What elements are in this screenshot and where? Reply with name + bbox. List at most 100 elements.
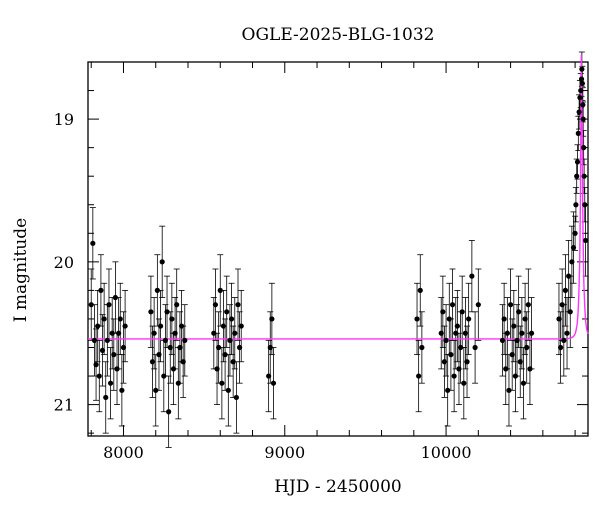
plot-frame <box>87 61 589 437</box>
data-point <box>211 330 217 336</box>
data-point <box>448 352 454 358</box>
data-point <box>177 344 183 351</box>
data-point <box>237 344 243 351</box>
data-point <box>172 330 178 336</box>
data-point <box>119 387 125 393</box>
x-tick-label: 8000 <box>103 443 144 462</box>
y-tick-label: 21 <box>54 396 74 415</box>
data-point <box>504 330 510 336</box>
data-point <box>577 95 583 101</box>
data-point <box>235 302 241 308</box>
data-point <box>101 316 107 322</box>
data-point <box>576 109 582 115</box>
data-point <box>180 359 186 365</box>
data-point <box>472 344 478 351</box>
data-point <box>514 337 520 343</box>
data-point <box>581 173 587 179</box>
data-point <box>161 373 167 379</box>
data-point <box>562 287 569 293</box>
data-point <box>106 302 112 308</box>
data-point <box>457 344 464 351</box>
data-point <box>501 316 507 322</box>
data-point <box>88 302 94 308</box>
data-point <box>162 337 169 343</box>
data-point <box>579 66 585 72</box>
data-point <box>570 244 577 251</box>
data-point <box>506 387 512 393</box>
data-point <box>112 294 119 301</box>
data-point <box>217 287 223 293</box>
data-point <box>159 259 165 265</box>
data-point <box>170 366 177 372</box>
data-point <box>519 330 525 336</box>
data-point <box>153 387 159 393</box>
data-point <box>220 323 227 329</box>
data-point <box>459 309 465 315</box>
data-point <box>417 287 423 293</box>
data-point <box>441 359 448 365</box>
data-point <box>91 337 98 343</box>
data-point <box>525 302 531 308</box>
data-point <box>509 352 515 358</box>
data-point <box>98 287 104 293</box>
data-point <box>512 373 519 379</box>
x-axis-label: HJD - 2450000 <box>274 477 402 497</box>
data-point <box>507 302 514 308</box>
data-point <box>419 344 425 351</box>
data-point <box>230 359 236 365</box>
data-point <box>414 316 420 322</box>
data-point <box>228 316 235 322</box>
data-point <box>416 373 422 379</box>
data-point <box>232 330 238 336</box>
data-point <box>438 330 444 336</box>
data-point <box>103 394 109 401</box>
error-bars <box>88 51 589 448</box>
data-point <box>120 344 127 351</box>
data-point <box>499 337 506 343</box>
data-point <box>267 344 273 351</box>
data-point <box>516 309 522 315</box>
data-point <box>214 366 220 372</box>
data-point <box>453 330 459 336</box>
data-point <box>182 337 188 343</box>
data-point <box>449 302 456 308</box>
chart-title: OGLE-2025-BLG-1032 <box>242 25 435 45</box>
x-tick-label: 10000 <box>421 443 472 462</box>
data-point <box>151 330 157 336</box>
data-point <box>440 309 446 315</box>
axis-ticks <box>88 61 588 436</box>
y-axis-label: I magnitude <box>11 218 31 322</box>
data-point <box>117 316 123 322</box>
data-point <box>580 102 586 108</box>
data-point <box>556 316 562 322</box>
data-point <box>222 352 228 358</box>
data-point <box>456 366 462 372</box>
data-point <box>269 316 275 322</box>
data-point <box>149 359 156 365</box>
data-point <box>579 80 585 87</box>
data-point <box>443 337 449 343</box>
data-point <box>581 145 587 151</box>
data-point <box>469 273 475 279</box>
data-point <box>156 352 162 358</box>
data-point <box>578 76 585 82</box>
data-point <box>524 344 530 351</box>
data-point <box>104 337 110 343</box>
data-point <box>572 230 578 236</box>
data-point <box>157 323 164 329</box>
data-point <box>527 366 533 372</box>
data-point <box>148 309 154 315</box>
data-point <box>116 330 122 336</box>
data-points <box>88 66 589 415</box>
data-point <box>227 337 233 343</box>
data-point <box>445 387 451 393</box>
data-point <box>166 409 172 415</box>
data-point <box>578 87 584 94</box>
x-tick-label: 9000 <box>264 443 305 462</box>
data-point <box>212 302 219 308</box>
data-point <box>503 366 509 372</box>
data-point <box>238 323 244 329</box>
data-point <box>178 323 185 329</box>
y-tick-label: 20 <box>54 253 74 272</box>
